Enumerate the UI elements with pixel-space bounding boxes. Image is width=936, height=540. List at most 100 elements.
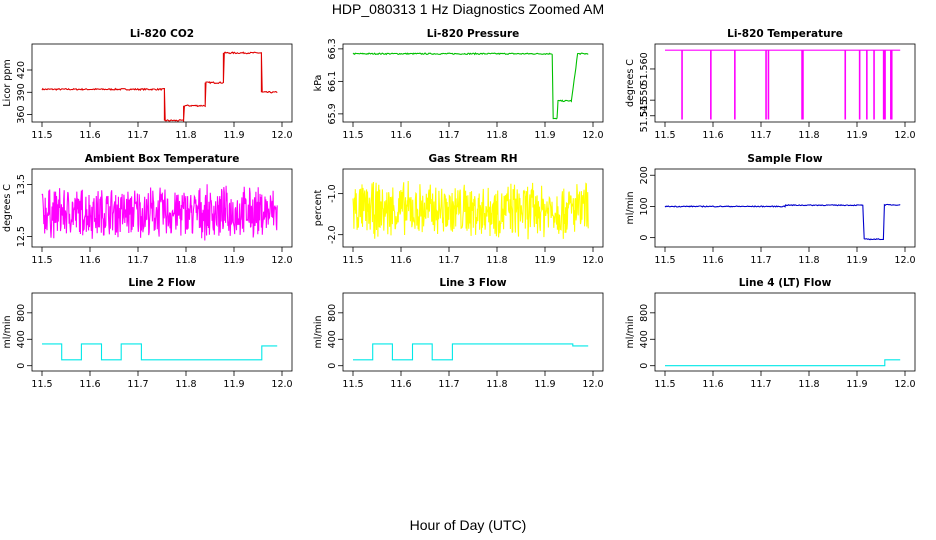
panel-0-xtick-label: 11.5 <box>31 130 52 141</box>
panel-8-xtick-label: 11.5 <box>654 379 675 390</box>
panel-0-title: Li-820 CO2 <box>130 28 194 40</box>
panel-1-xtick-label: 11.6 <box>390 130 411 141</box>
panel-6-series-line <box>42 343 278 361</box>
panel-3-ytick-label: 13.5 <box>16 174 27 195</box>
panel-0-xtick-label: 11.7 <box>127 130 148 141</box>
panel-7-xtick-label: 11.7 <box>438 379 459 390</box>
panel-6-xtick-label: 11.7 <box>127 379 148 390</box>
panel-7-frame <box>342 292 604 372</box>
panel-7-ylabel: ml/min <box>313 315 324 348</box>
panel-1-xtick-label: 11.9 <box>534 130 555 141</box>
panel-6-ytick-label: 0 <box>16 363 27 369</box>
panel-1-xtick-label: 11.5 <box>342 130 363 141</box>
panel-0-xtick-label: 11.6 <box>79 130 100 141</box>
panel-6-ylabel: ml/min <box>2 315 13 348</box>
panel-4-ylabel: percent <box>313 190 324 227</box>
panel-6-frame <box>31 292 293 372</box>
panel-3-xtick-label: 11.9 <box>223 255 244 266</box>
panel-3-title: Ambient Box Temperature <box>85 153 240 165</box>
panel-6-title: Line 2 Flow <box>128 277 195 289</box>
panel-2-ytick-label: 51.550 <box>639 84 650 117</box>
panel-4-ytick-label: -1.0 <box>327 184 338 203</box>
panel-5-series-line <box>664 203 901 241</box>
panel-8-xtick-label: 11.9 <box>846 379 867 390</box>
panel-8-ytick-label: 0 <box>639 363 650 369</box>
panel-7-ytick-label: 400 <box>327 330 338 348</box>
panel-6-xtick-label: 11.9 <box>223 379 244 390</box>
panel-7-xtick-label: 11.6 <box>390 379 411 390</box>
panel-3-xtick-label: 11.8 <box>175 255 196 266</box>
panel-2-xtick-label: 11.8 <box>798 130 819 141</box>
panel-4-series-line <box>352 180 589 240</box>
panel-2-xtick-label: 11.5 <box>654 130 675 141</box>
panel-6-xtick-label: 11.6 <box>79 379 100 390</box>
panel-4-xtick-label: 11.9 <box>534 255 555 266</box>
panel-0-ytick-label: 390 <box>16 83 27 101</box>
panel-2-xtick-label: 12.0 <box>894 130 915 141</box>
panel-8-frame <box>654 292 916 372</box>
panel-6-xtick-label: 11.5 <box>31 379 52 390</box>
panel-5-ytick-label: 200 <box>639 166 650 184</box>
panel-7-ytick-label: 800 <box>327 304 338 322</box>
panel-5-frame <box>654 168 916 248</box>
panel-1-xtick-label: 11.8 <box>486 130 507 141</box>
panel-7-series-line <box>353 343 589 361</box>
panel-4-xtick-label: 12.0 <box>582 255 603 266</box>
panel-8-xtick-label: 11.6 <box>702 379 723 390</box>
panel-8-ytick-label: 400 <box>639 330 650 348</box>
panel-5-xtick-label: 12.0 <box>894 255 915 266</box>
panel-1-ytick-label: 66.1 <box>327 71 338 92</box>
panel-2-title: Li-820 Temperature <box>727 28 843 40</box>
panel-3-xtick-label: 11.6 <box>79 255 100 266</box>
panel-5-xtick-label: 11.6 <box>702 255 723 266</box>
panel-4-xtick-label: 11.6 <box>390 255 411 266</box>
panel-0-xtick-label: 11.8 <box>175 130 196 141</box>
panel-8-ytick-label: 800 <box>639 304 650 322</box>
panel-4-title: Gas Stream RH <box>428 153 517 165</box>
panel-3-series-line <box>41 184 278 241</box>
panel-4-xtick-label: 11.5 <box>342 255 363 266</box>
panel-5-title: Sample Flow <box>747 153 822 165</box>
panel-1-title: Li-820 Pressure <box>427 28 520 40</box>
panel-5-ylabel: ml/min <box>625 191 636 224</box>
panel-5-xtick-label: 11.9 <box>846 255 867 266</box>
panel-6-ytick-label: 400 <box>16 330 27 348</box>
panel-1-ytick-label: 65.9 <box>327 103 338 124</box>
panel-2-ytick-label: 51.560 <box>639 52 650 85</box>
panel-3-frame <box>31 168 293 248</box>
panel-2-frame <box>654 43 916 123</box>
panel-2-series-line <box>665 49 901 120</box>
panel-3-xtick-label: 11.7 <box>127 255 148 266</box>
panel-7-xtick-label: 11.8 <box>486 379 507 390</box>
panel-5-xtick-label: 11.8 <box>798 255 819 266</box>
panel-2-ylabel: degrees C <box>625 59 636 107</box>
panel-4-xtick-label: 11.7 <box>438 255 459 266</box>
panel-4-xtick-label: 11.8 <box>486 255 507 266</box>
panel-2-xtick-label: 11.9 <box>846 130 867 141</box>
panel-6-ytick-label: 800 <box>16 304 27 322</box>
panel-0-ytick-label: 420 <box>16 61 27 79</box>
panel-8-title: Line 4 (LT) Flow <box>739 277 832 289</box>
x-axis-caption: Hour of Day (UTC) <box>409 517 527 533</box>
figure-title: HDP_080313 1 Hz Diagnostics Zoomed AM <box>331 1 605 17</box>
panel-8-ylabel: ml/min <box>625 315 636 348</box>
panel-7-xtick-label: 12.0 <box>582 379 603 390</box>
panel-4-ytick-label: -2.0 <box>327 225 338 244</box>
panel-0-series-line <box>41 51 278 123</box>
panel-7-xtick-label: 11.9 <box>534 379 555 390</box>
panel-3-xtick-label: 11.5 <box>31 255 52 266</box>
panel-1-ytick-label: 66.3 <box>327 38 338 59</box>
panel-2-xtick-label: 11.7 <box>750 130 771 141</box>
panel-0-ylabel: Licor ppm <box>2 59 13 106</box>
panel-3-ylabel: degrees C <box>2 184 13 232</box>
panel-6-xtick-label: 12.0 <box>271 379 292 390</box>
panel-8-series-line <box>665 359 901 367</box>
panel-7-xtick-label: 11.5 <box>342 379 363 390</box>
panel-8-xtick-label: 11.7 <box>750 379 771 390</box>
panel-8-xtick-label: 11.8 <box>798 379 819 390</box>
panel-7-ytick-label: 0 <box>327 363 338 369</box>
panel-8-xtick-label: 12.0 <box>894 379 915 390</box>
panel-5-ytick-label: 0 <box>639 235 650 241</box>
panel-2-xtick-label: 11.6 <box>702 130 723 141</box>
